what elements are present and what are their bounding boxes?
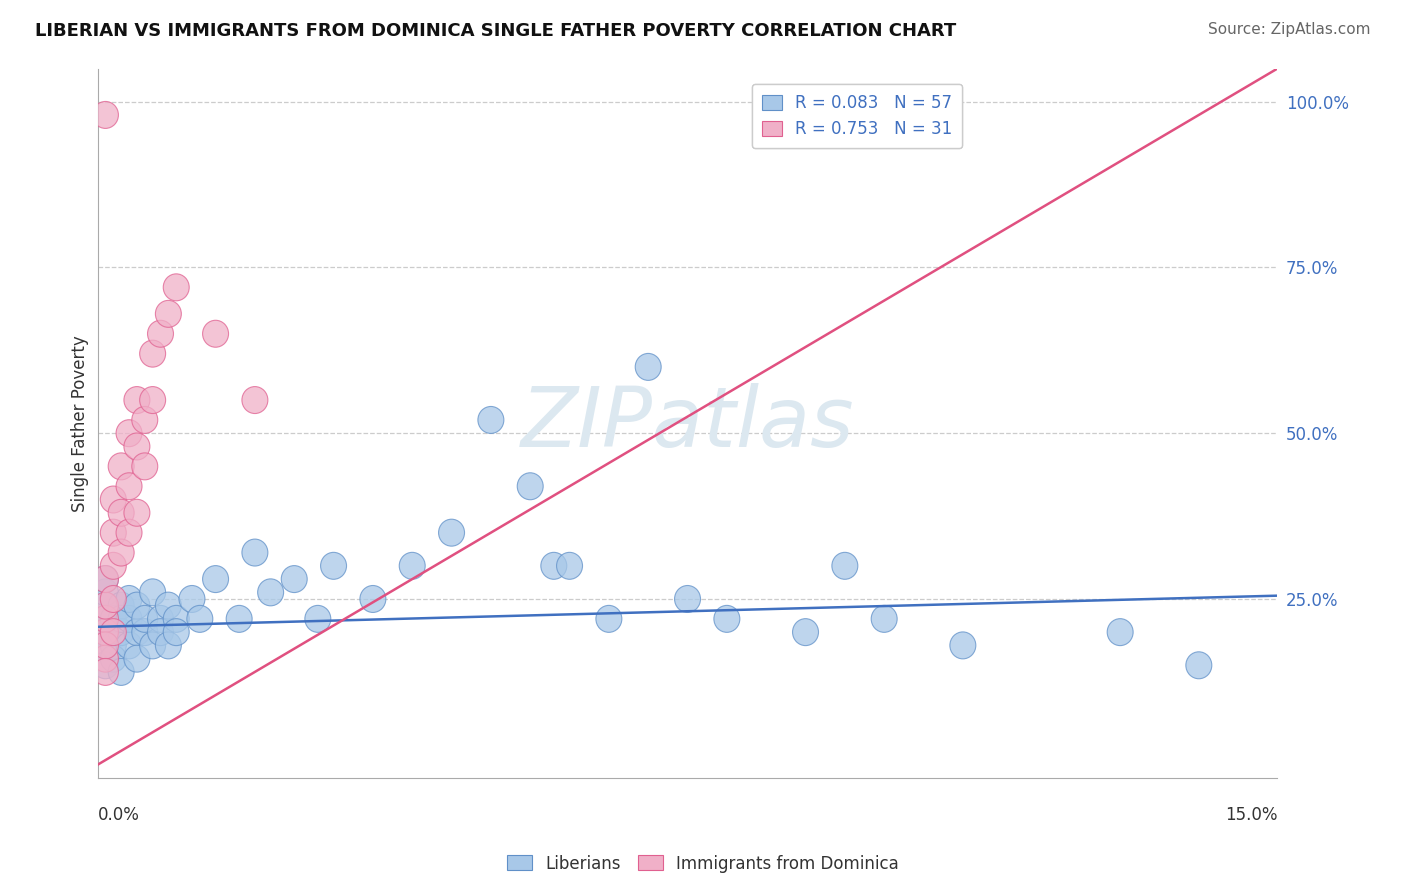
Ellipse shape [148,619,173,646]
Ellipse shape [148,320,173,347]
Ellipse shape [832,552,858,579]
Ellipse shape [93,658,118,685]
Ellipse shape [100,486,127,513]
Ellipse shape [124,433,150,460]
Ellipse shape [139,386,166,414]
Ellipse shape [93,592,118,619]
Ellipse shape [117,606,142,632]
Ellipse shape [100,619,127,646]
Ellipse shape [117,632,142,659]
Ellipse shape [179,585,205,613]
Ellipse shape [139,579,166,606]
Ellipse shape [202,320,229,347]
Y-axis label: Single Father Poverty: Single Father Poverty [72,334,89,512]
Text: LIBERIAN VS IMMIGRANTS FROM DOMINICA SINGLE FATHER POVERTY CORRELATION CHART: LIBERIAN VS IMMIGRANTS FROM DOMINICA SIN… [35,22,956,40]
Text: ZIPatlas: ZIPatlas [520,383,855,464]
Ellipse shape [321,552,346,579]
Ellipse shape [100,645,127,673]
Ellipse shape [124,645,150,673]
Text: Source: ZipAtlas.com: Source: ZipAtlas.com [1208,22,1371,37]
Ellipse shape [93,102,118,128]
Ellipse shape [93,632,118,659]
Ellipse shape [124,592,150,619]
Ellipse shape [281,566,307,592]
Ellipse shape [93,645,118,673]
Ellipse shape [117,420,142,447]
Ellipse shape [108,500,134,526]
Ellipse shape [132,606,157,632]
Legend: Liberians, Immigrants from Dominica: Liberians, Immigrants from Dominica [501,848,905,880]
Ellipse shape [139,632,166,659]
Ellipse shape [117,519,142,546]
Ellipse shape [1185,652,1212,679]
Ellipse shape [93,606,118,632]
Text: 0.0%: 0.0% [97,806,139,824]
Ellipse shape [242,539,269,566]
Ellipse shape [793,619,818,646]
Ellipse shape [132,453,157,480]
Ellipse shape [163,619,190,646]
Ellipse shape [124,386,150,414]
Ellipse shape [148,606,173,632]
Ellipse shape [226,606,252,632]
Ellipse shape [132,619,157,646]
Ellipse shape [950,632,976,659]
Ellipse shape [257,579,284,606]
Ellipse shape [100,606,127,632]
Ellipse shape [517,473,543,500]
Ellipse shape [117,585,142,613]
Ellipse shape [93,619,118,646]
Ellipse shape [1107,619,1133,646]
Ellipse shape [439,519,464,546]
Ellipse shape [124,500,150,526]
Ellipse shape [714,606,740,632]
Ellipse shape [93,619,118,646]
Ellipse shape [636,353,661,380]
Ellipse shape [108,592,134,619]
Ellipse shape [100,552,127,579]
Ellipse shape [163,274,190,301]
Ellipse shape [108,606,134,632]
Ellipse shape [872,606,897,632]
Ellipse shape [100,585,127,613]
Ellipse shape [93,579,118,606]
Ellipse shape [108,619,134,646]
Ellipse shape [202,566,229,592]
Ellipse shape [187,606,212,632]
Ellipse shape [108,453,134,480]
Ellipse shape [108,539,134,566]
Ellipse shape [163,606,190,632]
Ellipse shape [100,519,127,546]
Ellipse shape [156,592,181,619]
Ellipse shape [108,658,134,685]
Ellipse shape [242,386,269,414]
Ellipse shape [93,592,118,619]
Ellipse shape [93,566,118,592]
Ellipse shape [399,552,425,579]
Ellipse shape [93,606,118,632]
Ellipse shape [139,340,166,368]
Ellipse shape [541,552,567,579]
Ellipse shape [100,619,127,646]
Ellipse shape [93,652,118,679]
Ellipse shape [93,632,118,659]
Ellipse shape [596,606,621,632]
Ellipse shape [117,473,142,500]
Ellipse shape [360,585,385,613]
Legend: R = 0.083   N = 57, R = 0.753   N = 31: R = 0.083 N = 57, R = 0.753 N = 31 [752,84,962,148]
Text: 15.0%: 15.0% [1225,806,1278,824]
Ellipse shape [478,407,503,434]
Ellipse shape [100,632,127,659]
Ellipse shape [305,606,330,632]
Ellipse shape [132,407,157,434]
Ellipse shape [93,566,118,592]
Ellipse shape [557,552,582,579]
Ellipse shape [675,585,700,613]
Ellipse shape [156,632,181,659]
Ellipse shape [124,619,150,646]
Ellipse shape [156,301,181,327]
